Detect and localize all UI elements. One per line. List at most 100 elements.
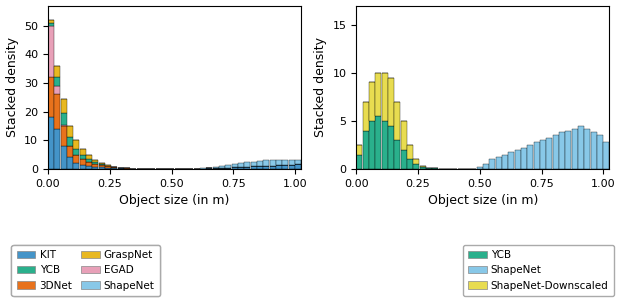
Legend: YCB, ShapeNet, ShapeNet-Downscaled: YCB, ShapeNet, ShapeNet-Downscaled — [463, 245, 614, 296]
Bar — [388, 126, 394, 169]
Bar — [105, 166, 111, 168]
Bar — [67, 146, 73, 157]
Bar — [67, 126, 73, 137]
Bar — [407, 145, 413, 159]
Bar — [375, 116, 381, 169]
Bar — [48, 77, 54, 117]
Bar — [426, 168, 432, 169]
Bar — [394, 102, 401, 140]
Bar — [257, 161, 263, 166]
Bar — [432, 168, 439, 169]
Bar — [86, 155, 92, 159]
Bar — [244, 162, 251, 167]
Bar — [67, 157, 73, 169]
Bar — [93, 164, 98, 167]
Bar — [55, 86, 60, 95]
Bar — [420, 167, 425, 169]
Bar — [73, 163, 80, 169]
Bar — [73, 149, 80, 155]
Bar — [48, 20, 54, 23]
Bar — [559, 133, 565, 169]
Bar — [356, 145, 362, 154]
Bar — [111, 168, 118, 169]
Bar — [295, 164, 301, 169]
Bar — [540, 140, 546, 169]
Bar — [276, 160, 282, 165]
Bar — [73, 140, 80, 149]
Bar — [219, 168, 225, 169]
Bar — [420, 166, 425, 167]
Bar — [251, 166, 257, 169]
Bar — [527, 145, 533, 169]
Bar — [369, 82, 375, 121]
Bar — [546, 138, 552, 169]
Bar — [200, 168, 206, 169]
Bar — [521, 148, 527, 169]
Bar — [61, 99, 67, 113]
Bar — [93, 160, 98, 162]
Bar — [514, 150, 521, 169]
Bar — [282, 165, 289, 169]
Bar — [232, 164, 238, 167]
Bar — [86, 159, 92, 162]
Y-axis label: Stacked density: Stacked density — [314, 37, 327, 137]
Bar — [111, 167, 118, 168]
Bar — [270, 165, 276, 169]
Bar — [61, 125, 67, 126]
X-axis label: Object size (in m): Object size (in m) — [119, 194, 230, 207]
Bar — [264, 166, 269, 169]
Bar — [502, 154, 508, 169]
Bar — [61, 113, 67, 125]
Bar — [61, 146, 67, 169]
Bar — [48, 23, 54, 26]
Bar — [276, 165, 282, 169]
Bar — [99, 164, 104, 165]
Bar — [591, 133, 596, 169]
Bar — [99, 165, 104, 167]
Bar — [413, 159, 419, 164]
Bar — [55, 66, 60, 77]
Bar — [382, 73, 388, 121]
Bar — [597, 135, 603, 169]
Bar — [61, 126, 67, 146]
Bar — [552, 135, 559, 169]
Bar — [508, 152, 514, 169]
Bar — [118, 168, 124, 169]
Bar — [213, 168, 219, 169]
Bar — [80, 149, 86, 155]
Bar — [55, 77, 60, 86]
Bar — [232, 167, 238, 169]
Bar — [394, 140, 401, 169]
Bar — [80, 155, 86, 159]
Bar — [363, 130, 369, 169]
Bar — [86, 162, 92, 166]
Bar — [578, 126, 584, 169]
Legend: KIT, YCB, 3DNet, GraspNet, EGAD, ShapeNet: KIT, YCB, 3DNet, GraspNet, EGAD, ShapeNe… — [11, 245, 160, 296]
Bar — [73, 155, 80, 163]
Bar — [534, 142, 540, 169]
Bar — [67, 137, 73, 146]
Bar — [55, 129, 60, 169]
Bar — [244, 167, 251, 169]
Bar — [496, 157, 501, 169]
Bar — [86, 166, 92, 169]
Bar — [413, 164, 419, 169]
Bar — [401, 150, 407, 169]
Bar — [225, 168, 231, 169]
Bar — [407, 159, 413, 169]
Bar — [282, 160, 289, 165]
Bar — [93, 167, 98, 169]
Bar — [356, 154, 362, 169]
Bar — [238, 163, 244, 167]
Bar — [363, 102, 369, 130]
Bar — [584, 129, 590, 169]
Bar — [289, 160, 295, 165]
Bar — [80, 165, 86, 169]
Bar — [289, 165, 295, 169]
Bar — [219, 166, 225, 168]
Bar — [48, 117, 54, 169]
Bar — [565, 130, 572, 169]
Bar — [388, 78, 394, 126]
Bar — [369, 121, 375, 169]
Bar — [55, 95, 60, 129]
